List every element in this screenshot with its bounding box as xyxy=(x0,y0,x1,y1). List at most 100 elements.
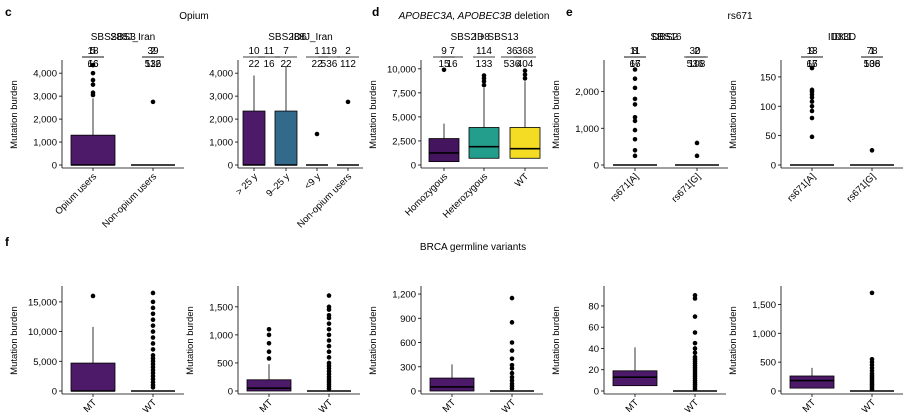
chart-sbs2-sbs13: SBS2 + SBS13 Mutation burden 0 2,500 5,000 7,… xyxy=(368,32,548,221)
outlier-point xyxy=(90,77,96,83)
y-tick-label: 4,000 xyxy=(209,69,233,80)
outlier-point xyxy=(345,99,351,105)
y-tick-label: 1,000 xyxy=(752,329,776,340)
x-tick-label: MT xyxy=(441,397,459,415)
x-tick-label: rs671[A] xyxy=(608,171,641,204)
y-axis-label: Mutation burden xyxy=(9,80,20,149)
chart-title: SBS16 xyxy=(650,32,682,43)
box-iqr xyxy=(509,127,541,159)
count-numerator: 13 xyxy=(806,46,818,57)
y-tick-label: 1,000 xyxy=(209,138,233,149)
chart-title: SBS3 xyxy=(110,32,136,43)
count-numerator: 1 xyxy=(314,46,320,57)
outlier-point xyxy=(326,343,332,349)
x-tick-label: Opium users xyxy=(53,171,99,217)
box-iqr xyxy=(274,110,298,166)
outlier-point xyxy=(326,349,332,355)
y-tick-label: 5,000 xyxy=(392,112,416,123)
chart-title: SBS2 + SBS13 xyxy=(450,32,519,43)
outlier-point xyxy=(632,85,638,91)
panel-letter-c: c xyxy=(5,5,12,19)
panel-letter-e: e xyxy=(566,5,573,19)
count-denominator: 108 xyxy=(689,59,706,70)
y-tick-label: 0 xyxy=(228,161,233,172)
box-iqr xyxy=(246,379,292,392)
outlier-point xyxy=(509,374,515,380)
outlier-point xyxy=(632,102,638,107)
outlier-point xyxy=(314,131,320,137)
panel-c-title: Opium xyxy=(179,11,208,22)
count-denominator: 112 xyxy=(340,59,356,70)
y-tick-label: 60 xyxy=(588,323,599,334)
outlier-point xyxy=(150,290,156,296)
panel-d-title-suffix: deletion xyxy=(512,11,550,22)
outlier-point xyxy=(150,323,156,328)
y-tick-label: 40 xyxy=(588,344,599,355)
outlier-point xyxy=(326,355,332,360)
outlier-point xyxy=(692,296,698,301)
chart-sbs16: SBS16 Mutation burden 0 1,000 2,000 11 67 rs671… xyxy=(551,32,728,205)
count-numerator: 5 xyxy=(90,46,96,57)
count-denominator: 536 xyxy=(321,59,338,70)
y-tick-label: 1,200 xyxy=(392,290,416,301)
box-iqr xyxy=(428,138,460,163)
outlier-point xyxy=(809,65,815,71)
count-numerator: 2 xyxy=(694,46,700,57)
outlier-point xyxy=(150,329,156,334)
outlier-point xyxy=(150,335,156,340)
outlier-point xyxy=(326,332,332,338)
panel-letter-f: f xyxy=(5,235,10,249)
count-denominator: 536 xyxy=(504,59,521,70)
outlier-point xyxy=(694,140,700,146)
outlier-point xyxy=(326,360,332,366)
chart-id11: ID11 Mutation burden 0 50 100 150 13 67 rs671[A]… xyxy=(728,32,903,205)
outlier-point xyxy=(809,87,815,93)
outlier-point xyxy=(692,293,698,298)
count-numerator: 2 xyxy=(150,46,156,57)
count-denominator: 16 xyxy=(87,59,99,70)
y-tick-label: 0 xyxy=(771,161,776,172)
count-denominator: 22 xyxy=(248,59,260,70)
outlier-point xyxy=(632,136,638,142)
count-numerator: 36 xyxy=(506,46,518,57)
count-numerator: 119 xyxy=(321,46,337,57)
outlier-point xyxy=(509,356,515,361)
y-axis-label: Mutation burden xyxy=(728,80,739,149)
count-denominator: 15 xyxy=(438,59,450,70)
y-tick-label: 0 xyxy=(594,387,599,398)
outlier-point xyxy=(326,304,332,310)
outlier-point xyxy=(150,341,156,346)
outlier-point xyxy=(522,76,528,81)
outlier-point xyxy=(481,82,487,88)
outlier-point xyxy=(809,134,815,140)
y-tick-label: 2,000 xyxy=(209,115,233,126)
outlier-point xyxy=(90,62,96,68)
outlier-point xyxy=(869,356,875,362)
outlier-point xyxy=(266,356,272,361)
chart-sbs3: SBS3 Mutation burden 0 5,000 10,000 15,000 5 16… xyxy=(9,32,184,416)
count-numerator: 1 xyxy=(869,46,875,57)
panel-d-title-genes: APOBEC3A, APOBEC3B xyxy=(398,11,512,22)
chart-sbs288j-duration: SBS288J_Iran 0 1,000 2,000 3,000 4,000 10 22 > 2… xyxy=(209,32,363,230)
outlier-point xyxy=(809,99,815,104)
x-tick-label: 9–25 y xyxy=(264,171,292,199)
outlier-point xyxy=(692,350,698,356)
outlier-point xyxy=(692,314,698,319)
y-tick-label: 100 xyxy=(760,102,776,113)
panel-d-title: APOBEC3A, APOBEC3B deletion xyxy=(398,11,550,22)
chart-title: ID11 xyxy=(832,32,853,43)
outlier-point xyxy=(90,70,96,76)
count-denominator: 22 xyxy=(311,59,323,70)
box-iqr xyxy=(70,134,116,166)
y-tick-label: 0 xyxy=(52,161,57,172)
outlier-point xyxy=(90,293,96,299)
y-tick-label: 1,500 xyxy=(209,302,233,313)
y-tick-label: 0 xyxy=(594,161,599,172)
count-numerator: 30 xyxy=(689,46,701,57)
x-tick-label: <9 y xyxy=(302,171,323,192)
y-tick-label: 500 xyxy=(217,358,233,369)
y-tick-label: 5,000 xyxy=(33,357,57,368)
x-tick-label: WT xyxy=(513,171,531,189)
outlier-point xyxy=(692,346,698,351)
